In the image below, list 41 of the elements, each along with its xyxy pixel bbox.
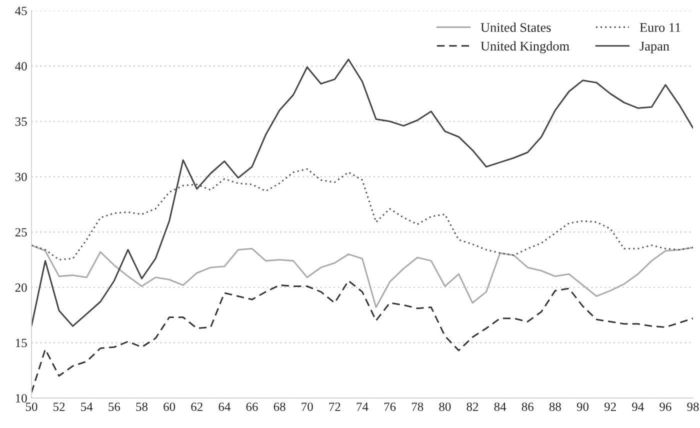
x-tick-label: 64 (218, 402, 230, 412)
x-tick-label: 68 (274, 402, 286, 412)
x-tick-label: 72 (329, 402, 340, 411)
x-tick-label: 70 (302, 402, 313, 412)
x-tick-label: 52 (54, 402, 65, 412)
x-tick-label: 56 (108, 402, 120, 412)
x-tick-label: 60 (164, 402, 176, 412)
line-series (32, 58, 693, 327)
x-tick-label: 62 (191, 402, 202, 412)
legend-label: Japan (640, 42, 670, 54)
line-series (32, 280, 693, 394)
y-tick-label: 20 (15, 283, 27, 292)
x-tick-label: 80 (439, 402, 451, 412)
x-tick-label: 90 (576, 402, 589, 412)
x-tick-label: 76 (384, 402, 396, 412)
legend-label: United Kingdom (480, 41, 570, 54)
y-tick-label: 45 (15, 6, 27, 16)
x-tick-label: 84 (494, 402, 506, 412)
x-tick-label: 86 (522, 402, 534, 412)
x-tick-label: 54 (81, 402, 93, 412)
x-tick-label: 66 (246, 402, 258, 412)
legend-label: Euro 11 (640, 23, 680, 32)
x-tick-label: 92 (604, 402, 616, 412)
x-tick-label: 82 (466, 402, 478, 412)
y-tick-label: 40 (15, 62, 27, 70)
legend-label: United States (480, 22, 551, 32)
x-tick-label: 74 (356, 402, 368, 411)
x-tick-label: 58 (136, 402, 148, 412)
x-tick-label: 96 (660, 402, 672, 412)
y-tick-label: 30 (15, 172, 27, 182)
x-tick-label: 78 (412, 402, 424, 412)
y-tick-label: 25 (15, 228, 27, 236)
line-series (32, 168, 693, 260)
x-tick-label: 94 (632, 402, 644, 412)
line-series (32, 244, 693, 308)
x-tick-label: 98 (687, 402, 699, 412)
x-tick-label: 88 (549, 402, 561, 412)
y-tick-label: 35 (15, 117, 27, 126)
x-tick-label: 50 (26, 402, 38, 412)
y-tick-label: 10 (16, 394, 27, 402)
y-tick-label: 15 (16, 338, 27, 348)
